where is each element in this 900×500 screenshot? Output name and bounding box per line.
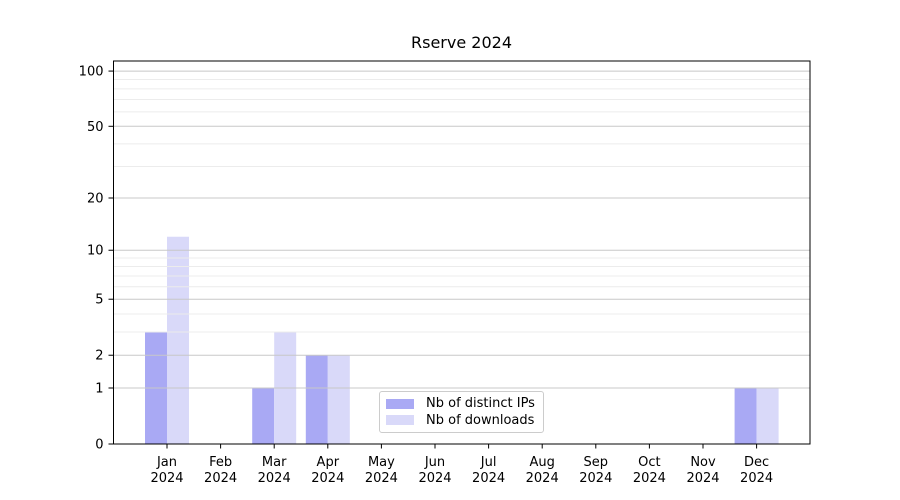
x-tick-label-mar: Mar (262, 455, 287, 470)
legend-swatch-distinct-ips (386, 398, 414, 409)
x-tick-sublabel-sep: 2024 (579, 471, 612, 486)
x-tick-label-jun: Jun (424, 455, 445, 470)
x-tick-label-feb: Feb (209, 455, 232, 470)
x-tick-sublabel-jul: 2024 (472, 471, 505, 486)
y-tick-label-10: 10 (87, 244, 104, 259)
legend-label-distinct-ips: Nb of distinct IPs (426, 396, 535, 412)
x-tick-label-dec: Dec (744, 455, 769, 470)
x-tick-sublabel-oct: 2024 (633, 471, 666, 486)
y-tick-label-2: 2 (95, 349, 103, 364)
x-tick-sublabel-jun: 2024 (418, 471, 451, 486)
x-tick-sublabel-apr: 2024 (311, 471, 344, 486)
x-tick-label-oct: Oct (638, 455, 660, 470)
bar-mar-distinct-ips (252, 387, 275, 444)
y-tick-label-100: 100 (79, 65, 104, 80)
bar-apr-distinct-ips (305, 355, 328, 444)
y-tick-label-1: 1 (95, 381, 103, 396)
x-tick-sublabel-jan: 2024 (150, 471, 183, 486)
bar-apr-downloads (327, 355, 350, 444)
y-tick-label-50: 50 (87, 120, 104, 135)
y-tick-label-0: 0 (95, 438, 103, 453)
x-tick-sublabel-nov: 2024 (686, 471, 719, 486)
y-tick-label-5: 5 (95, 293, 103, 308)
legend: Nb of distinct IPs Nb of downloads (379, 391, 544, 433)
x-tick-label-may: May (368, 455, 395, 470)
legend-item-downloads: Nb of downloads (386, 414, 537, 427)
legend-label-downloads: Nb of downloads (426, 412, 535, 428)
x-tick-label-jul: Jul (480, 455, 497, 470)
x-tick-label-sep: Sep (584, 455, 609, 470)
x-tick-label-apr: Apr (317, 455, 340, 470)
x-tick-sublabel-aug: 2024 (526, 471, 559, 486)
legend-swatch-downloads (386, 415, 414, 426)
bar-jan-downloads (167, 236, 189, 444)
x-tick-sublabel-may: 2024 (365, 471, 398, 486)
x-tick-label-nov: Nov (690, 455, 716, 470)
x-tick-label-jan: Jan (156, 455, 177, 470)
x-tick-sublabel-dec: 2024 (740, 471, 773, 486)
chart-title: Rserve 2024 (411, 33, 512, 52)
x-tick-sublabel-mar: 2024 (258, 471, 291, 486)
y-tick-label-20: 20 (87, 191, 104, 206)
bar-dec-downloads (756, 387, 779, 444)
plot-frame (113, 60, 811, 445)
x-tick-label-aug: Aug (530, 455, 555, 470)
legend-item-distinct-ips: Nb of distinct IPs (386, 397, 537, 410)
bar-dec-distinct-ips (734, 387, 757, 444)
x-tick-sublabel-feb: 2024 (204, 471, 237, 486)
